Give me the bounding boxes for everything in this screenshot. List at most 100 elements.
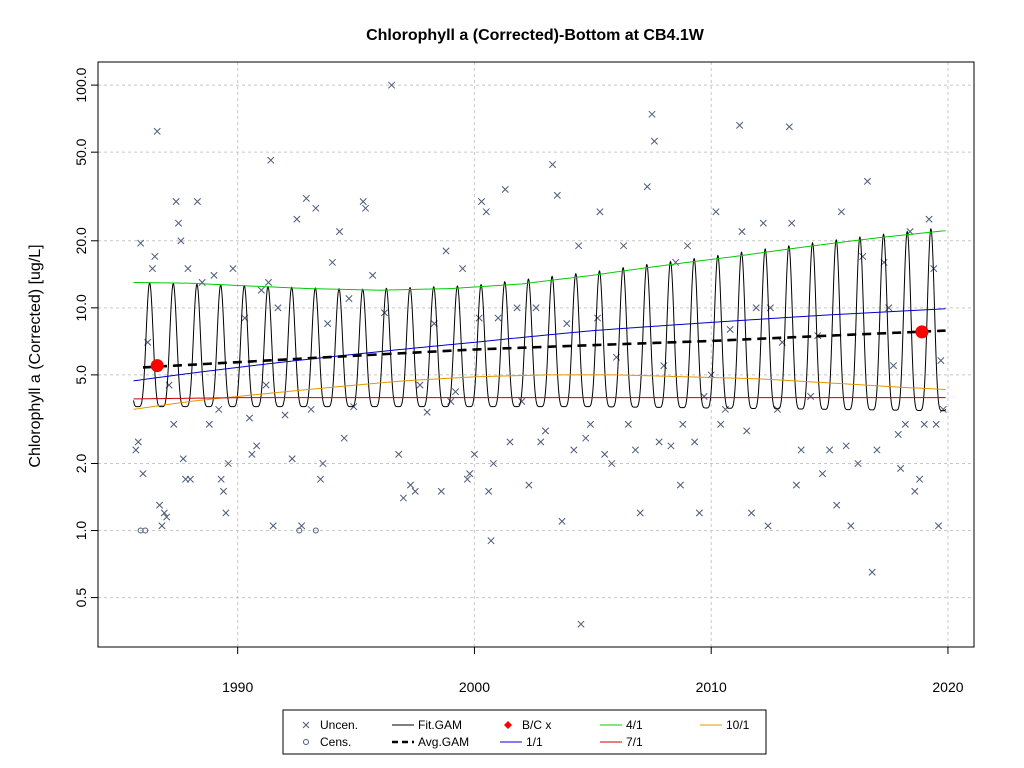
uncensored-point xyxy=(667,442,675,450)
uncensored-point xyxy=(184,265,192,273)
uncensored-point xyxy=(463,475,471,483)
uncensored-point xyxy=(925,215,933,223)
uncensored-point xyxy=(219,487,228,495)
uncensored-point xyxy=(172,198,180,206)
uncensored-point xyxy=(563,319,571,328)
uncensored-point xyxy=(158,522,166,530)
uncensored-point xyxy=(406,481,415,489)
uncensored-point xyxy=(411,487,419,495)
y-tick-label: 2.0 xyxy=(73,454,89,474)
legend-label: Uncen. xyxy=(320,718,358,732)
uncensored-point xyxy=(797,446,805,454)
uncensored-point xyxy=(863,177,872,185)
uncensored-point xyxy=(215,405,223,413)
trend-line-10-1 xyxy=(133,374,946,410)
uncensored-point xyxy=(137,239,145,247)
uncensored-point xyxy=(736,121,744,129)
uncensored-point xyxy=(915,475,924,483)
uncensored-point xyxy=(826,446,834,454)
legend-label: 7/1 xyxy=(626,735,643,749)
uncensored-point xyxy=(889,362,898,370)
uncensored-point xyxy=(624,420,632,428)
uncensored-point xyxy=(553,191,561,199)
uncensored-point xyxy=(335,228,344,236)
uncensored-point xyxy=(274,304,282,312)
uncensored-point xyxy=(193,198,201,206)
bc-point xyxy=(915,325,929,339)
uncensored-point xyxy=(582,434,590,442)
uncensored-point xyxy=(691,438,699,446)
censored-point xyxy=(296,527,303,534)
uncensored-point xyxy=(345,295,353,303)
y-tick-label: 0.5 xyxy=(73,588,89,608)
uncensored-point xyxy=(459,265,467,273)
uncensored-point xyxy=(859,252,867,261)
uncensored-point xyxy=(494,314,502,322)
uncensored-point xyxy=(785,123,793,131)
uncensored-point xyxy=(217,475,225,483)
uncensored-point xyxy=(487,537,495,545)
uncensored-point xyxy=(577,620,585,628)
uncensored-point xyxy=(721,405,729,413)
uncensored-point xyxy=(475,314,483,322)
x-tick-label: 1990 xyxy=(222,679,253,695)
uncensored-point xyxy=(525,481,533,489)
uncensored-point xyxy=(489,459,497,468)
uncensored-point xyxy=(726,325,734,333)
uncensored-point xyxy=(485,487,493,495)
legend-symbol-x xyxy=(302,721,310,729)
uncensored-point xyxy=(224,459,232,468)
uncensored-point xyxy=(262,381,270,389)
uncensored-point xyxy=(683,242,692,250)
uncensored-point xyxy=(269,522,277,530)
uncensored-point xyxy=(229,265,237,273)
uncensored-point xyxy=(340,434,348,442)
legend-label: 10/1 xyxy=(726,718,750,732)
uncensored-point xyxy=(395,450,403,458)
uncensored-point xyxy=(134,438,142,446)
y-axis-label: Chlorophyll a (Corrected) [ug/L] xyxy=(27,244,44,467)
x-axis: 1990 2000 2010 2020 xyxy=(222,647,964,695)
uncensored-point xyxy=(636,509,644,517)
uncensored-point xyxy=(399,494,407,502)
uncensored-point xyxy=(156,501,164,509)
uncensored-point xyxy=(388,81,396,89)
uncensored-point xyxy=(174,219,183,227)
uncensored-point xyxy=(359,198,367,206)
uncensored-point xyxy=(179,455,187,463)
uncensored-point xyxy=(807,392,815,401)
avg-gam-line xyxy=(142,329,946,369)
uncensored-point xyxy=(248,450,256,458)
legend-label: B/C x xyxy=(522,718,551,732)
uncensored-point xyxy=(712,208,720,216)
uncensored-point xyxy=(416,381,424,389)
uncensored-point xyxy=(575,242,583,250)
uncensored-point xyxy=(911,487,919,495)
legend-label: Fit.GAM xyxy=(418,718,462,732)
uncensored-point xyxy=(350,403,358,411)
uncensored-point xyxy=(643,183,651,191)
censored-point xyxy=(312,527,319,534)
y-tick-label: 5.0 xyxy=(73,365,89,385)
uncensored-point xyxy=(281,411,289,419)
uncensored-point xyxy=(747,509,756,517)
uncensored-point xyxy=(873,446,881,454)
uncensored-point xyxy=(608,459,616,468)
trend-lines xyxy=(133,227,947,412)
uncensored-point xyxy=(537,438,545,446)
uncensored-point xyxy=(328,258,336,266)
uncensored-point xyxy=(679,420,687,428)
y-tick-label: 50.0 xyxy=(73,138,89,165)
uncensored-point xyxy=(324,319,332,328)
uncensored-point xyxy=(148,265,157,273)
uncensored-point xyxy=(205,420,213,428)
uncensored-point xyxy=(319,459,327,468)
uncensored-point xyxy=(594,314,602,322)
uncensored-point xyxy=(743,427,751,435)
uncensored-point xyxy=(466,470,474,478)
uncensored-point xyxy=(160,509,168,517)
y-tick-label: 1.0 xyxy=(73,521,89,541)
uncensored-point xyxy=(163,513,171,521)
bc-markers xyxy=(150,325,929,373)
